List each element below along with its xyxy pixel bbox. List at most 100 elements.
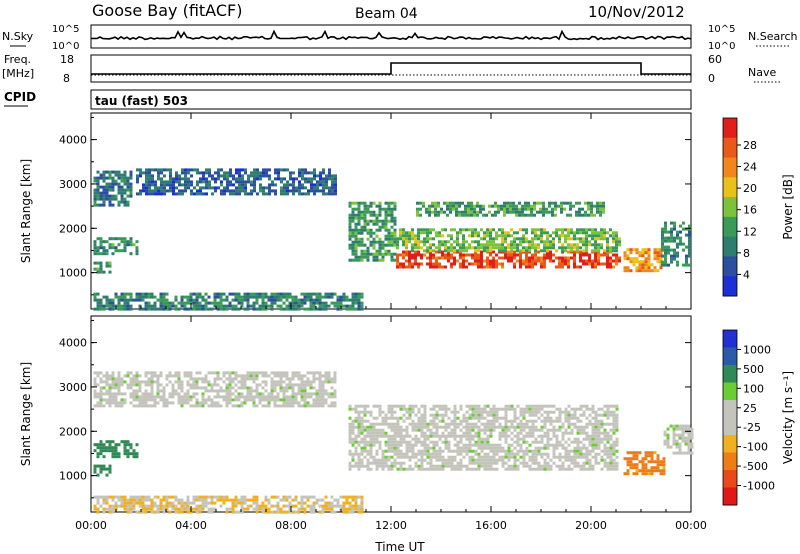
- power-cell: [464, 204, 467, 208]
- power-cell: [426, 249, 429, 253]
- velocity-cell: [612, 467, 616, 471]
- velocity-cell: [585, 467, 589, 471]
- velocity-cell: [483, 437, 487, 441]
- velocity-cell: [366, 419, 370, 423]
- power-cell: [444, 243, 447, 247]
- power-cell: [576, 249, 579, 253]
- velocity-cell: [162, 398, 166, 402]
- power-cell: [102, 188, 106, 192]
- power-cell: [265, 186, 268, 190]
- power-cell: [679, 230, 682, 234]
- velocity-cell: [285, 374, 289, 378]
- power-cell: [193, 192, 196, 196]
- power-cell: [653, 251, 657, 255]
- velocity-cell: [354, 461, 358, 465]
- power-cell: [596, 210, 599, 214]
- power-cell: [229, 183, 232, 187]
- power-cell: [235, 177, 238, 181]
- power-cell: [195, 292, 199, 296]
- velocity-cell: [300, 398, 304, 402]
- power-cell: [306, 295, 310, 299]
- velocity-cell: [132, 498, 136, 502]
- power-cell: [123, 307, 127, 311]
- power-cell: [387, 252, 391, 256]
- velocity-cell: [333, 380, 337, 384]
- power-cell: [234, 292, 238, 296]
- velocity-cell: [381, 431, 385, 435]
- velocity-cell: [450, 428, 454, 432]
- velocity-cell: [567, 452, 571, 456]
- velocity-cell: [498, 458, 502, 462]
- velocity-cell: [588, 437, 592, 441]
- power-cell: [222, 292, 226, 296]
- power-cell: [489, 246, 492, 250]
- power-cell: [390, 255, 394, 259]
- velocity-cell: [579, 449, 583, 453]
- power-cell: [564, 234, 567, 238]
- velocity-cell: [459, 434, 463, 438]
- velocity-cell: [195, 401, 199, 405]
- power-cell: [243, 307, 247, 311]
- velocity-cell: [522, 461, 526, 465]
- velocity-cell: [635, 454, 639, 458]
- velocity-cell: [396, 422, 400, 426]
- velocity-cell: [117, 401, 121, 405]
- power-cell: [549, 243, 552, 247]
- velocity-cell: [663, 430, 667, 434]
- velocity-cell: [345, 507, 349, 511]
- velocity-cell: [114, 504, 118, 508]
- power-cell: [531, 259, 534, 263]
- power-cell: [291, 307, 295, 311]
- power-cell: [688, 224, 691, 228]
- freq-bottom-tick: 8: [63, 72, 70, 85]
- velocity-cell: [387, 458, 391, 462]
- power-cell: [591, 234, 594, 238]
- velocity-cell: [438, 464, 442, 468]
- velocity-cell: [126, 440, 130, 444]
- power-cell: [414, 246, 417, 250]
- velocity-cell: [483, 455, 487, 459]
- power-cell: [219, 298, 223, 302]
- power-cell: [375, 255, 379, 259]
- power-cell: [114, 249, 118, 253]
- velocity-cell: [561, 464, 565, 468]
- y-tick-label: 3000: [59, 381, 87, 394]
- power-cell: [384, 249, 388, 253]
- power-cell: [318, 295, 322, 299]
- velocity-cell: [120, 401, 124, 405]
- velocity-cell: [105, 380, 109, 384]
- power-cell: [313, 177, 316, 181]
- power-cell: [673, 236, 676, 240]
- power-cell: [102, 176, 106, 180]
- velocity-cell: [471, 413, 475, 417]
- velocity-cell: [543, 419, 547, 423]
- power-cell: [594, 240, 597, 244]
- power-cell: [503, 201, 506, 205]
- power-cell: [357, 295, 361, 299]
- velocity-cell: [477, 410, 481, 414]
- velocity-cell: [135, 498, 139, 502]
- power-cell: [399, 253, 402, 257]
- power-cell: [360, 216, 364, 220]
- velocity-cell: [354, 504, 358, 508]
- velocity-cell: [438, 404, 442, 408]
- velocity-cell: [216, 374, 220, 378]
- power-cell: [540, 256, 543, 260]
- velocity-cell: [531, 425, 535, 429]
- power-cell: [240, 295, 244, 299]
- velocity-cell: [516, 431, 520, 435]
- power-cell: [136, 177, 139, 181]
- velocity-cell: [516, 437, 520, 441]
- velocity-cell: [498, 422, 502, 426]
- velocity-cell: [204, 504, 208, 508]
- velocity-cell: [165, 398, 169, 402]
- power-cell: [276, 295, 280, 299]
- velocity-cell: [282, 398, 286, 402]
- power-cell: [205, 180, 208, 184]
- power-cell: [331, 192, 334, 196]
- velocity-cell: [420, 458, 424, 462]
- power-cell: [315, 307, 319, 311]
- power-cell: [525, 253, 528, 257]
- power-cell: [534, 246, 537, 250]
- power-cell: [423, 240, 426, 244]
